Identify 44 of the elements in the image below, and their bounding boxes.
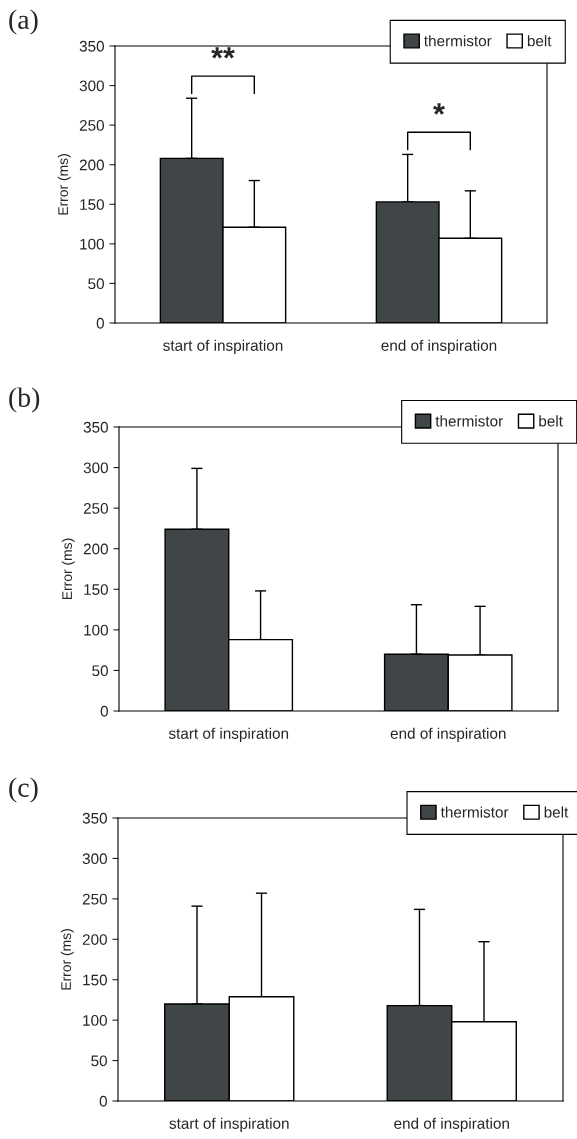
x-tick-label: end of inspiration bbox=[390, 727, 506, 742]
y-tick-label: 0 bbox=[96, 317, 104, 329]
legend-label: thermistor bbox=[440, 806, 509, 818]
annotation: * bbox=[433, 103, 445, 115]
y-tick-label: 300 bbox=[83, 462, 108, 474]
legend-label: belt bbox=[539, 415, 563, 427]
legend-label: belt bbox=[544, 806, 569, 818]
legend-label: belt bbox=[527, 35, 552, 47]
annotation: ** bbox=[211, 47, 235, 59]
y-tick-label: 150 bbox=[80, 199, 104, 210]
x-tick-label: end of inspiration bbox=[394, 1117, 509, 1132]
chart-title: (c) bbox=[9, 777, 38, 803]
y-tick-label: 250 bbox=[82, 893, 107, 905]
y-tick-label: 100 bbox=[80, 238, 104, 250]
y-tick-label: 250 bbox=[83, 503, 108, 514]
y-tick-label: 200 bbox=[83, 543, 108, 555]
y-tick-label: 50 bbox=[88, 278, 104, 290]
y-tick-label: 0 bbox=[99, 1095, 107, 1107]
y-tick-label: 300 bbox=[79, 80, 104, 92]
y-tick-label: 350 bbox=[79, 40, 104, 52]
y-tick-label: 50 bbox=[91, 1055, 107, 1067]
y-axis-title: Error (ms) bbox=[57, 154, 71, 215]
y-tick-label: 200 bbox=[79, 159, 104, 171]
legend-label: thermistor bbox=[435, 415, 503, 427]
y-tick-label: 350 bbox=[83, 421, 108, 433]
x-tick-label: start of inspiration bbox=[169, 1117, 289, 1132]
y-tick-label: 350 bbox=[82, 812, 107, 824]
y-tick-label: 250 bbox=[79, 120, 104, 131]
y-tick-label: 150 bbox=[83, 974, 107, 986]
x-tick-label: start of inspiration bbox=[168, 727, 289, 742]
y-tick-label: 300 bbox=[82, 853, 107, 865]
y-tick-label: 100 bbox=[83, 1015, 107, 1026]
legend-label: thermistor bbox=[424, 35, 492, 47]
y-axis-title: Error (ms) bbox=[61, 538, 75, 600]
y-axis-title: Error (ms) bbox=[60, 929, 74, 990]
chart-title: (b) bbox=[9, 387, 40, 413]
y-tick-label: 200 bbox=[82, 934, 107, 945]
x-tick-label: start of inspiration bbox=[163, 339, 283, 354]
chart-title: (a) bbox=[9, 9, 38, 35]
x-tick-label: end of inspiration bbox=[381, 339, 497, 354]
y-tick-label: 150 bbox=[84, 584, 108, 595]
y-tick-label: 50 bbox=[92, 665, 108, 677]
y-tick-label: 0 bbox=[100, 705, 108, 717]
y-tick-label: 100 bbox=[84, 624, 108, 636]
